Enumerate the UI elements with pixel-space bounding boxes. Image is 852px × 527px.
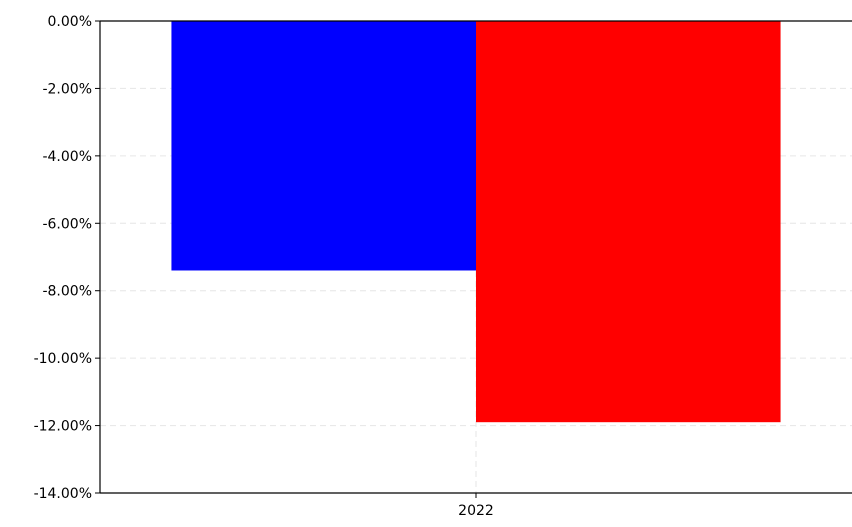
y-tick-label: -8.00% xyxy=(42,284,92,300)
y-tick-label: -14.00% xyxy=(34,486,92,502)
bar xyxy=(476,21,781,423)
y-tick-label: -6.00% xyxy=(42,216,92,232)
y-tick-label: -10.00% xyxy=(34,351,92,367)
y-tick-label: -2.00% xyxy=(42,81,92,97)
bar xyxy=(171,21,476,271)
bars xyxy=(171,21,781,423)
y-tick-label: -4.00% xyxy=(42,149,92,165)
x-axis-ticks: 2022 xyxy=(458,493,494,519)
y-tick-label: -12.00% xyxy=(34,419,92,435)
y-tick-label: 0.00% xyxy=(48,14,92,30)
x-tick-label: 2022 xyxy=(458,503,494,519)
y-axis-ticks: 0.00% -2.00% -4.00% -6.00% -8.00% -10.00% -12.… xyxy=(34,14,100,502)
